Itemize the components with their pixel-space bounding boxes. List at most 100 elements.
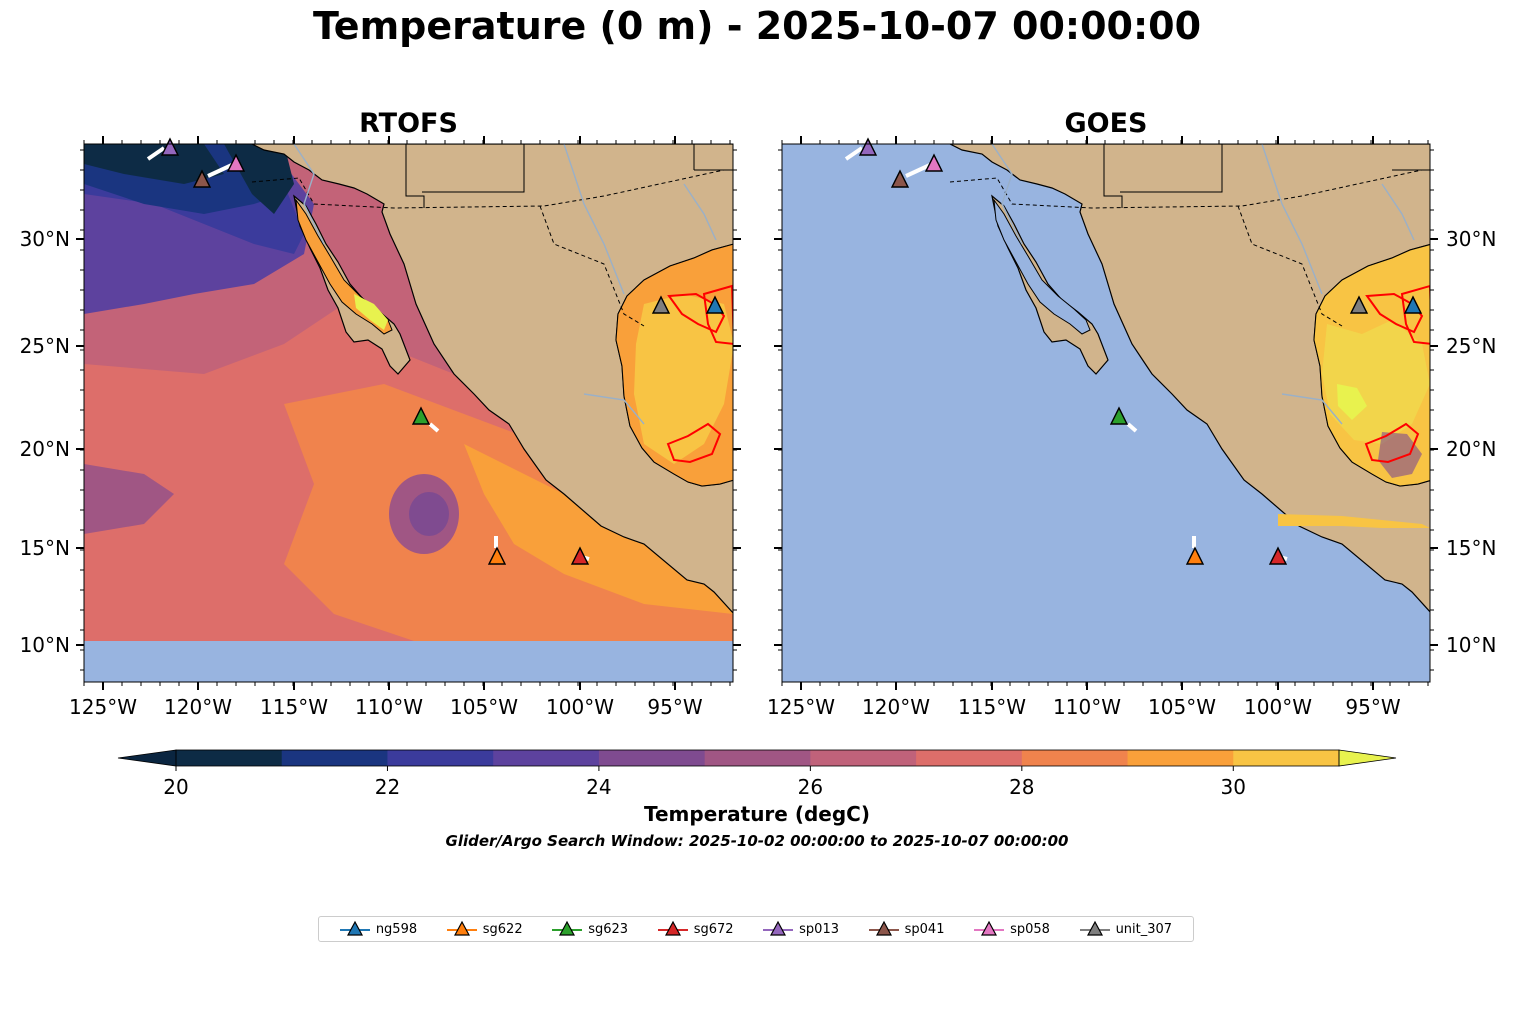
rtofs-lat-labels: 30°N 25°N 20°N 15°N 10°N: [20, 227, 70, 657]
rtofs-gulf-of-mexico: [615, 243, 733, 487]
figure-title: Temperature (0 m) - 2025-10-07 00:00:00: [312, 4, 1202, 48]
colorbar-segment: [493, 750, 600, 766]
rtofs-gulf-of-california: [295, 198, 393, 335]
rtofs-lat-label: 30°N: [20, 227, 70, 251]
legend-item-sg622: sg622: [446, 920, 523, 938]
goes-lon-label: 125°W: [767, 695, 835, 719]
panel-title-goes: GOES: [1064, 108, 1148, 139]
legend-label: ng598: [375, 921, 418, 937]
colorbar-extend-low: [117, 749, 177, 767]
legend-marker-icon: [657, 920, 688, 936]
legend-marker-icon: [868, 920, 899, 936]
colorbar-segment: [1127, 750, 1234, 766]
goes-lon-label: 115°W: [958, 695, 1026, 719]
colorbar-tick-label: 22: [375, 775, 400, 799]
goes-lat-label: 20°N: [1446, 437, 1496, 461]
goes-lon-label: 100°W: [1244, 695, 1312, 719]
goes-marker-sp041: [890, 169, 910, 188]
colorbar-segment: [387, 750, 494, 766]
goes-marker-sg623: [1109, 406, 1129, 425]
legend-item-sg623: sg623: [552, 920, 628, 938]
colorbar-tick-label: 20: [163, 775, 188, 799]
rtofs-marker-sg623: [411, 406, 431, 425]
rtofs-frame: [83, 143, 734, 683]
colorbar-frame: [175, 749, 1340, 767]
legend-item-sp013: sp013: [763, 920, 839, 938]
goes-marker-sp013: [858, 137, 878, 156]
rtofs-borders: [251, 144, 733, 327]
legend-item-sp058: sp058: [974, 920, 1050, 938]
rtofs-marker-sg622: [487, 546, 507, 565]
goes-marker-sg672: [1268, 546, 1288, 565]
colorbar-ticks: 20 22 24 26 28 30: [163, 766, 1246, 799]
rtofs-marker-sp058: [226, 153, 246, 172]
goes-lon-labels: 125°W 120°W 115°W 110°W 105°W 100°W 95°W: [767, 695, 1401, 719]
rtofs-lon-label: 110°W: [355, 695, 423, 719]
colorbar-tick-label: 28: [1009, 775, 1034, 799]
legend-item-sg672: sg672: [657, 920, 734, 938]
rtofs-lon-labels: 125°W 120°W 115°W 110°W 105°W 100°W 95°W: [69, 695, 703, 719]
legend-label: sp058: [1010, 921, 1050, 937]
legend-label: unit_307: [1115, 921, 1173, 937]
rtofs-temperature-field: [84, 144, 733, 641]
goes-lat-label: 30°N: [1446, 227, 1496, 251]
colorbar-label: Temperature (degC): [644, 802, 870, 826]
goes-frame: [781, 143, 1431, 683]
colorbar-extend-high: [1338, 749, 1397, 767]
colorbar-segments: [176, 750, 1340, 766]
colorbar-segment: [1021, 750, 1129, 766]
rtofs-lat-label: 20°N: [20, 437, 70, 461]
colorbar-segment: [810, 750, 917, 766]
goes-lon-label: 120°W: [862, 695, 930, 719]
rtofs-lon-label: 120°W: [164, 695, 232, 719]
legend-label: sp013: [799, 921, 839, 937]
goes-coastal-strip: [1278, 514, 1430, 528]
colorbar: 20 22 24 26 28 30: [117, 749, 1397, 799]
legend-marker-icon: [974, 920, 1005, 936]
legend-item-ng598: ng598: [339, 920, 418, 938]
legend-marker-icon: [552, 920, 583, 936]
goes-lon-label: 105°W: [1148, 695, 1216, 719]
legend-item-sp041: sp041: [868, 920, 945, 938]
rtofs-lon-label: 105°W: [450, 695, 518, 719]
goes-marker-sg622: [1185, 546, 1205, 565]
rtofs-marker-sg672: [570, 546, 590, 565]
rtofs-lon-label: 125°W: [69, 695, 137, 719]
legend-marker-icon: [1079, 920, 1110, 936]
goes-marker-unit_307: [1349, 295, 1369, 314]
goes-map: [782, 137, 1430, 682]
goes-lat-labels: 30°N 25°N 20°N 15°N 10°N: [1446, 227, 1496, 657]
colorbar-segment: [281, 750, 388, 766]
rtofs-marker-sp041: [192, 169, 212, 188]
legend-label: sg623: [588, 921, 629, 937]
rtofs-marker-unit_307: [651, 295, 671, 314]
colorbar-tick-label: 30: [1221, 775, 1246, 799]
goes-rivers: [991, 144, 1415, 425]
legend-label: sp041: [904, 921, 945, 937]
goes-lat-label: 10°N: [1446, 633, 1496, 657]
goes-lon-label: 110°W: [1053, 695, 1121, 719]
rtofs-marker-ng598: [705, 295, 725, 314]
legend-item-unit_307: unit_307: [1079, 920, 1173, 938]
colorbar-segment: [176, 750, 283, 766]
goes-marker-sp058: [924, 153, 944, 172]
rtofs-rivers: [293, 144, 717, 425]
search-window-caption: Glider/Argo Search Window: 2025-10-02 00…: [445, 832, 1069, 850]
colorbar-segment: [1233, 750, 1340, 766]
goes-lat-label: 15°N: [1446, 536, 1496, 560]
legend-label: sg622: [482, 921, 523, 937]
legend-label: sg672: [693, 921, 734, 937]
goes-gulf-of-mexico: [1313, 244, 1430, 487]
panel-title-rtofs: RTOFS: [359, 108, 458, 139]
glider-legend: ng598 sg622 sg623 sg672 sp013 sp041 sp058 unit_…: [318, 916, 1194, 942]
goes-lon-label: 95°W: [1345, 695, 1400, 719]
rtofs-marker-sp013: [160, 137, 180, 156]
goes-borders: [949, 144, 1430, 327]
rtofs-lat-label: 25°N: [20, 334, 70, 358]
rtofs-glider-markers: [160, 137, 725, 565]
goes-glider-markers: [858, 137, 1423, 565]
map-panels: 125°W 120°W 115°W 110°W 105°W 100°W 95°W…: [20, 136, 1496, 719]
colorbar-segment: [704, 750, 811, 766]
goes-lat-label: 25°N: [1446, 334, 1496, 358]
colorbar-segment: [598, 750, 706, 766]
